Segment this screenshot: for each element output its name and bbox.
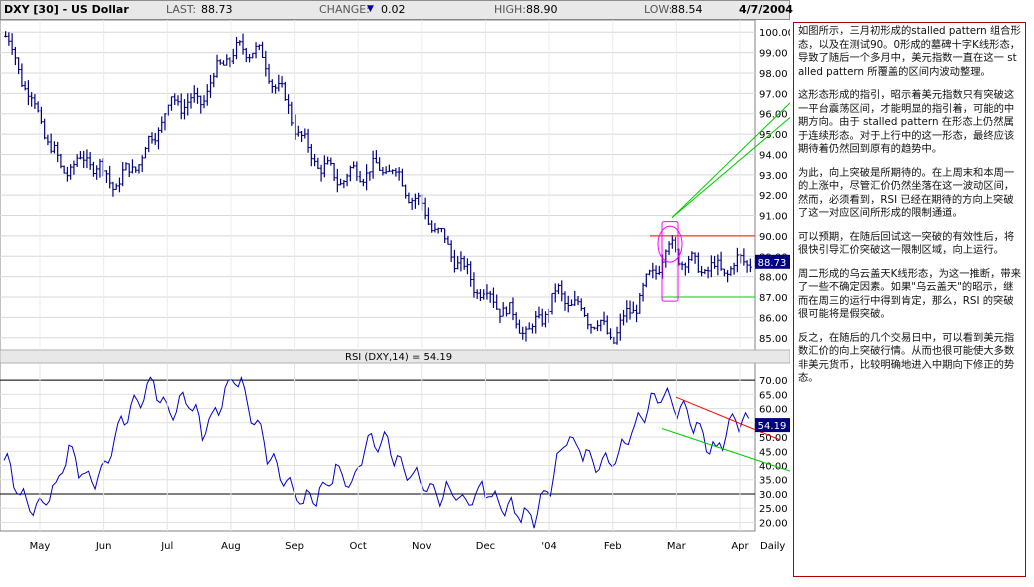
rsi-tick-label: 30.00 bbox=[759, 490, 788, 501]
rsi-tick-label: 20.00 bbox=[759, 518, 788, 529]
green-arrow-line-2 bbox=[671, 116, 790, 218]
magenta-rect bbox=[661, 221, 679, 302]
last-label: LAST: bbox=[166, 3, 197, 16]
price-tick-label: 92.00 bbox=[759, 191, 788, 202]
price-tick-label: 88.00 bbox=[759, 273, 788, 284]
rsi-current-value: 54.19 bbox=[758, 421, 787, 432]
x-tick-label: Aug bbox=[221, 541, 241, 552]
x-tick-label: May bbox=[30, 541, 51, 552]
price-current-box bbox=[755, 254, 790, 269]
rsi-tick-label: 40.00 bbox=[759, 462, 788, 473]
change-value: 0.02 bbox=[381, 3, 406, 16]
rsi-plot-area bbox=[0, 362, 756, 532]
price-tick-label: 90.00 bbox=[759, 232, 788, 243]
x-tick-label: Mar bbox=[667, 541, 687, 552]
rsi-red-channel bbox=[675, 396, 781, 441]
header-bar: DXY [30] - US Dollar LAST: 88.73 CHANGE:… bbox=[0, 0, 793, 20]
x-tick-label: Nov bbox=[412, 541, 432, 552]
price-tick-label: 86.00 bbox=[759, 313, 788, 324]
note-paragraph-5: 周二形成的乌云盖天K线形态，为这一推断，带来了一些不确定因素。如果"乌云盖天"的… bbox=[798, 267, 1021, 321]
price-tick-label: 96.00 bbox=[759, 110, 788, 121]
x-tick-label: '04 bbox=[541, 541, 556, 552]
rsi-tick-label: 70.00 bbox=[759, 376, 788, 387]
price-tick-label: 93.00 bbox=[759, 171, 788, 182]
price-tick-label: 87.00 bbox=[759, 293, 788, 304]
down-arrow-icon: ▼ bbox=[367, 4, 374, 14]
rsi-green-channel bbox=[661, 428, 790, 472]
rsi-tick-label: 65.00 bbox=[759, 390, 788, 401]
low-label: LOW: bbox=[644, 3, 673, 16]
price-tick-label: 99.00 bbox=[759, 49, 788, 60]
high-label: HIGH: bbox=[494, 3, 527, 16]
note-paragraph-2: 这形态形成的指引，昭示着美元指数只有突破这一平台震荡区间，才能明显的指引着，可能… bbox=[798, 89, 1015, 155]
rsi-tick-label: 25.00 bbox=[759, 504, 788, 515]
rsi-tick-label: 50.00 bbox=[759, 433, 788, 444]
magenta-ellipse bbox=[657, 225, 683, 263]
chart-svg: RSI (DXY,14) = 54.19 85.00 86.00 87.00 88.0… bbox=[0, 19, 790, 552]
rsi-title: RSI (DXY,14) = 54.19 bbox=[345, 352, 452, 363]
price-plot-area bbox=[0, 19, 756, 351]
low-value: 88.54 bbox=[671, 3, 703, 16]
x-tick-label: Oct bbox=[350, 541, 367, 552]
price-current-value: 88.73 bbox=[758, 258, 787, 269]
chart-panel: DXY [30] - US Dollar LAST: 88.73 CHANGE:… bbox=[0, 0, 793, 552]
x-tick-label: Sep bbox=[285, 541, 304, 552]
high-value: 88.90 bbox=[526, 3, 558, 16]
price-tick-label: 91.00 bbox=[759, 212, 788, 223]
note-paragraph-3: 为此，向上突破是所期待的。在上周末和本周一的上涨中，尽管汇价仍然坐落在这一波动区… bbox=[798, 166, 1015, 220]
rsi-tick-label: 60.00 bbox=[759, 405, 788, 416]
last-value: 88.73 bbox=[201, 3, 233, 16]
rsi-tick-label: 35.00 bbox=[759, 476, 788, 487]
x-tick-label: Jun bbox=[95, 541, 112, 552]
price-tick-label: 95.00 bbox=[759, 130, 788, 141]
commentary-box: 如图所示，三月初形成的stalled pattern 组合形态，以及在测试90。… bbox=[793, 22, 1026, 577]
rsi-title-bar bbox=[0, 349, 790, 364]
price-tick-label: 94.00 bbox=[759, 150, 788, 161]
note-paragraph-1: 如图所示，三月初形成的stalled pattern 组合形态，以及在测试90。… bbox=[798, 25, 1021, 78]
x-tick-label: Feb bbox=[604, 541, 622, 552]
green-arrow-line-1 bbox=[671, 102, 790, 218]
rsi-tick-label: 45.00 bbox=[759, 447, 788, 458]
note-paragraph-6: 反之，在随后的几个交易日中，可以看到美元指数汇价的向上突破行情。从而也很可能使大… bbox=[798, 331, 1015, 385]
note-paragraph-4: 可以预期，在随后回试这一突破的有效性后，将很快引导汇价突破这一限制区域，向上运行… bbox=[798, 230, 1015, 257]
x-tick-label: Apr bbox=[731, 541, 749, 552]
x-scale-label: Daily bbox=[760, 541, 785, 552]
symbol-title: DXY [30] - US Dollar bbox=[4, 3, 129, 16]
change-label: CHANGE: bbox=[319, 3, 370, 16]
price-tick-label: 100.00 bbox=[759, 28, 790, 39]
price-tick-label: 97.00 bbox=[759, 89, 788, 100]
rsi-current-box bbox=[755, 418, 790, 433]
date-label: 4/7/2004 bbox=[739, 3, 793, 16]
x-tick-label: Jul bbox=[160, 541, 173, 552]
x-tick-label: Dec bbox=[476, 541, 495, 552]
rsi-line bbox=[3, 375, 750, 529]
price-tick-label: 85.00 bbox=[759, 334, 788, 345]
price-tick-label: 98.00 bbox=[759, 69, 788, 80]
